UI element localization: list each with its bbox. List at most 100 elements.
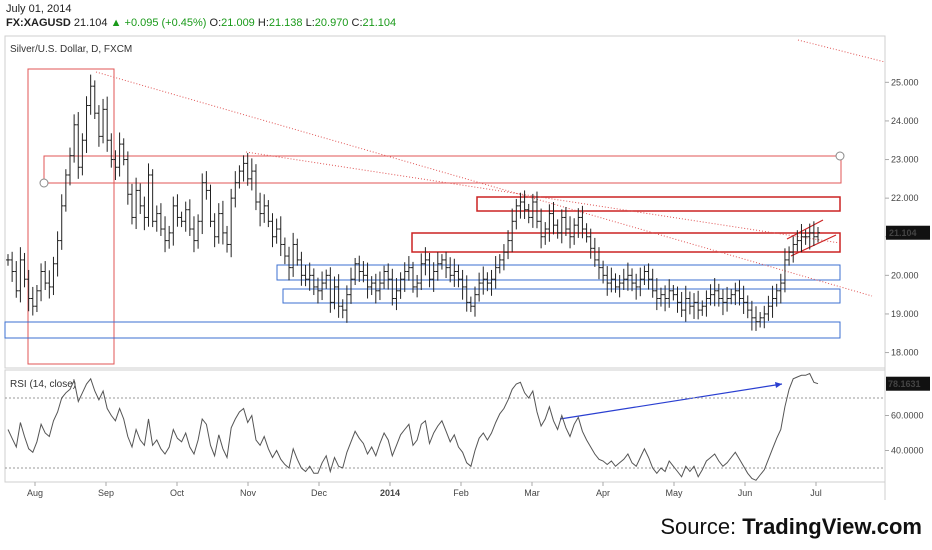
ohlc-bar: [101, 98, 106, 144]
ohlc-bar: [605, 266, 610, 296]
ohlc-bar: [225, 225, 230, 253]
ohlc-bar: [84, 96, 89, 153]
ohlc-bar: [117, 132, 122, 177]
ohlc-bar: [138, 183, 143, 214]
ohlc-bar: [737, 280, 742, 306]
last-price: 21.104: [73, 17, 108, 29]
ohlc-bar: [501, 244, 506, 271]
ohlc-bar: [596, 247, 601, 280]
ohlc-bar: [704, 290, 709, 317]
ohlc-bar: [791, 236, 796, 263]
ohlc-bar: [361, 261, 366, 283]
ohlc-bar: [671, 285, 676, 301]
ohlc-bar: [782, 248, 787, 293]
ohlc-bar: [795, 230, 800, 252]
ohlc-bar: [59, 194, 64, 250]
ohlc-bar: [787, 246, 792, 266]
ohlc-bar: [303, 264, 308, 287]
ohlc-bar: [452, 258, 457, 287]
ohlc-bar: [320, 271, 325, 301]
ohlc-bar: [559, 209, 564, 244]
low-label: L:: [305, 17, 315, 29]
time-tick-label: Nov: [240, 488, 257, 498]
ohlc-bar: [630, 268, 635, 292]
ohlc-bar: [584, 223, 589, 243]
ohlc-bar: [638, 267, 643, 297]
rsi-tick-label: 60.0000: [891, 411, 924, 421]
time-tick-label: May: [665, 488, 683, 498]
ohlc-bar: [373, 273, 378, 304]
ohlc-bar: [129, 183, 134, 225]
rsi-line: [7, 372, 819, 481]
time-tick-label: Aug: [27, 488, 43, 498]
trendline-2: [245, 151, 841, 244]
ohlc-bar: [55, 231, 60, 277]
high-value: 21.138: [268, 17, 303, 29]
ohlc-bar: [146, 163, 151, 227]
ohlc-bar: [543, 222, 548, 245]
chart-canvas[interactable]: Silver/U.S. Dollar, D, FXCM RSI (14, clo…: [0, 0, 932, 500]
ohlc-bar: [344, 285, 349, 323]
ohlc-bar: [216, 203, 221, 244]
ohlc-bar: [419, 253, 424, 291]
ohlc-bar: [530, 193, 535, 228]
ohlc-bar: [402, 262, 407, 292]
ohlc-bar: [555, 219, 560, 239]
ohlc-bar: [270, 213, 275, 248]
ohlc-bar: [26, 269, 31, 312]
ohlc-bar: [778, 273, 783, 304]
open-label: O:: [209, 17, 222, 29]
rsi-divergence-line: [559, 383, 783, 420]
time-tick-label: Jun: [738, 488, 753, 498]
ohlc-bar: [803, 229, 808, 245]
ohlc-bar: [80, 133, 85, 176]
ohlc-bar: [460, 269, 465, 300]
ohlc-bar: [642, 265, 647, 285]
ohlc-bar: [282, 237, 287, 265]
symbol[interactable]: FX:XAGUSD: [6, 17, 71, 29]
ohlc-bar: [249, 158, 254, 191]
ohlc-bar: [158, 203, 163, 236]
ohlc-bar: [766, 295, 771, 321]
rsi-tick-label: 40.0000: [891, 446, 924, 456]
up-arrow-icon: ▲: [110, 17, 122, 29]
ohlc-bar: [464, 275, 469, 312]
ohlc-bar: [448, 257, 453, 283]
ohlc-bar: [741, 285, 746, 314]
ohlc-bar: [200, 173, 205, 235]
ohlc-bar: [621, 268, 626, 291]
ohlc-bar: [353, 257, 358, 285]
ohlc-bar: [299, 251, 304, 286]
close-value: 21.104: [362, 17, 397, 29]
ohlc-bar: [634, 273, 639, 300]
ohlc-bar: [340, 299, 345, 319]
handle-left: [39, 178, 49, 188]
ohlc-bar: [497, 254, 502, 274]
ohlc-bar: [154, 205, 159, 232]
ohlc-bar: [692, 293, 697, 319]
ohlc-bar: [716, 283, 721, 307]
price-tick-label: 25.000: [891, 77, 919, 87]
time-tick-label: Mar: [524, 488, 540, 498]
ohlc-bar: [167, 225, 172, 249]
quote-line: FX:XAGUSD 21.104 ▲ +0.095 (+0.45%) O:21.…: [6, 17, 396, 29]
ohlc-bar: [444, 251, 449, 279]
ohlc-bar: [456, 264, 461, 288]
last-price-tag: [886, 225, 930, 240]
time-tick-label: 2014: [380, 488, 400, 498]
ohlc-bar: [311, 268, 316, 296]
ohlc-bar: [625, 262, 630, 291]
ohlc-bar: [287, 246, 292, 281]
ohlc-bar: [435, 252, 440, 281]
ohlc-bar: [134, 177, 139, 230]
price-tick-label: 18.000: [891, 348, 919, 358]
ohlc-bar: [377, 271, 382, 301]
ohlc-bar: [650, 268, 655, 298]
ohlc-bar: [572, 218, 577, 245]
price-tick-label: 19.000: [891, 309, 919, 319]
ohlc-bar: [679, 291, 684, 318]
ohlc-bar: [96, 105, 101, 147]
ohlc-bar: [212, 213, 217, 248]
price-tick-label: 24.000: [891, 116, 919, 126]
ohlc-bar: [307, 262, 312, 291]
